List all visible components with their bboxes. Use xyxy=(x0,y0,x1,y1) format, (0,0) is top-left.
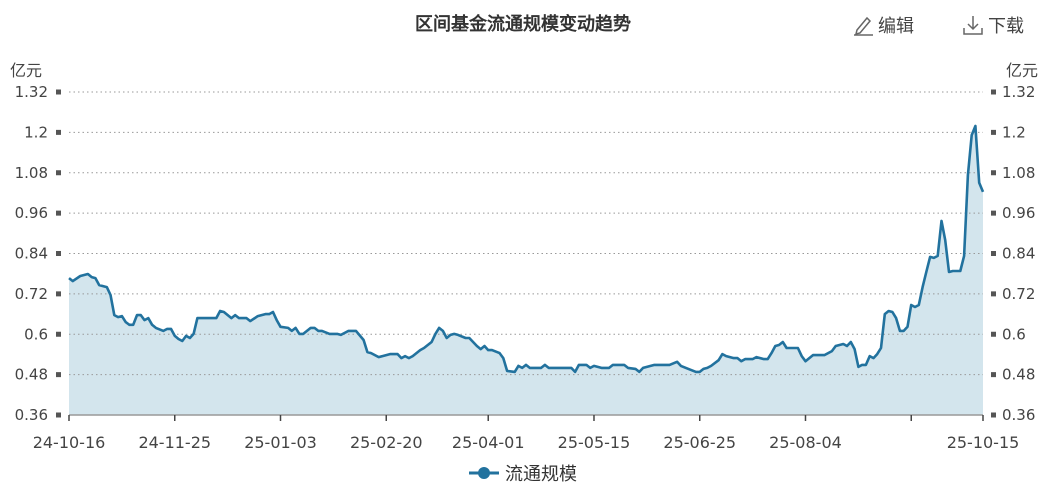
pencil-icon xyxy=(854,16,873,36)
y-tick-label-right: 0.36 xyxy=(1002,406,1035,424)
x-tick-label: 25-01-03 xyxy=(244,433,317,452)
x-tick-label: 25-06-25 xyxy=(663,433,736,452)
y-tick-marker-left xyxy=(56,129,61,135)
y-tick-marker-right xyxy=(991,331,996,337)
y-tick-label-right: 0.84 xyxy=(1002,245,1035,263)
x-tick-label: 25-04-01 xyxy=(452,433,525,452)
edit-button[interactable]: 编辑 xyxy=(852,12,914,38)
y-tick-marker-right xyxy=(991,412,996,418)
y-tick-marker-right xyxy=(991,251,996,256)
y-tick-marker-left xyxy=(56,291,61,297)
legend-label: 流通规模 xyxy=(505,464,577,485)
chart-title: 区间基金流通规模变动趋势 xyxy=(415,14,631,35)
y-tick-label-right: 1.08 xyxy=(1002,164,1035,182)
download-label: 下载 xyxy=(988,16,1024,37)
y-tick-marker-right xyxy=(991,129,996,135)
y-tick-label-right: 1.2 xyxy=(1002,123,1026,141)
x-tick-label: 25-08-04 xyxy=(769,433,842,452)
x-tick-label: 25-05-15 xyxy=(558,433,631,452)
y-tick-label-left: 1.32 xyxy=(15,83,48,101)
legend-marker-icon xyxy=(469,467,499,479)
edit-label: 编辑 xyxy=(878,16,914,37)
y-tick-marker-left xyxy=(56,372,61,378)
y-tick-label-left: 0.6 xyxy=(24,325,48,343)
y-tick-label-right: 1.32 xyxy=(1002,83,1035,101)
y-tick-label-left: 0.84 xyxy=(15,245,48,263)
x-tick-label: 25-02-20 xyxy=(350,433,423,452)
y-tick-marker-right xyxy=(991,170,996,176)
y-tick-label-left: 1.2 xyxy=(24,123,48,141)
y-tick-marker-left xyxy=(56,251,61,256)
y-tick-label-left: 0.48 xyxy=(15,366,48,384)
y-tick-marker-left xyxy=(56,210,61,216)
y-tick-label-right: 0.96 xyxy=(1002,204,1035,222)
x-tick-label: 24-11-25 xyxy=(138,433,211,452)
y-axis-unit-right: 亿元 xyxy=(1005,61,1038,80)
y-tick-label-left: 0.36 xyxy=(15,406,48,424)
y-tick-marker-left xyxy=(56,89,61,95)
x-tick-label: 24-10-16 xyxy=(33,433,106,452)
y-tick-label-left: 1.08 xyxy=(15,164,48,182)
legend[interactable]: 流通规模 xyxy=(0,460,1046,486)
x-tick-label: 25-10-15 xyxy=(947,433,1020,452)
y-tick-label-right: 0.6 xyxy=(1002,325,1026,343)
y-tick-marker-right xyxy=(991,210,996,216)
series-area xyxy=(69,126,983,415)
series-line xyxy=(68,124,985,374)
y-tick-label-left: 0.96 xyxy=(15,204,48,222)
y-tick-label-right: 0.48 xyxy=(1002,366,1035,384)
y-tick-marker-left xyxy=(56,170,61,176)
y-tick-marker-left xyxy=(56,331,61,337)
y-tick-label-right: 0.72 xyxy=(1002,285,1035,303)
download-icon xyxy=(963,16,983,35)
y-tick-marker-right xyxy=(991,89,996,95)
download-button[interactable]: 下载 xyxy=(962,12,1024,38)
y-tick-marker-right xyxy=(991,372,996,378)
y-tick-marker-left xyxy=(56,412,61,418)
y-axis-unit-left: 亿元 xyxy=(10,61,43,80)
y-tick-marker-right xyxy=(991,291,996,297)
y-tick-label-left: 0.72 xyxy=(15,285,48,303)
